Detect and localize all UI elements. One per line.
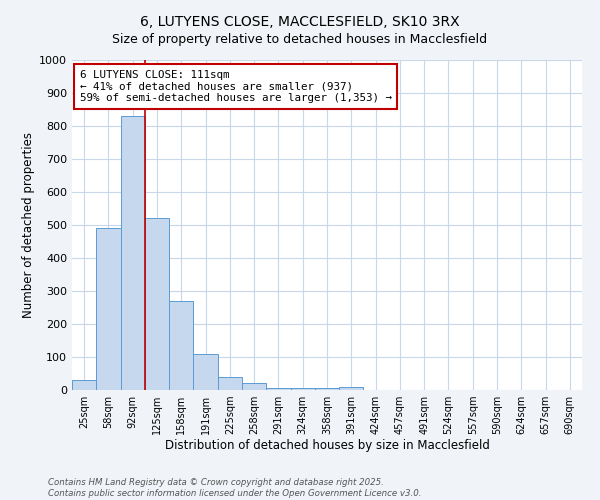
Text: 6 LUTYENS CLOSE: 111sqm
← 41% of detached houses are smaller (937)
59% of semi-d: 6 LUTYENS CLOSE: 111sqm ← 41% of detache… <box>80 70 392 103</box>
X-axis label: Distribution of detached houses by size in Macclesfield: Distribution of detached houses by size … <box>164 438 490 452</box>
Bar <box>193 354 218 390</box>
Bar <box>242 384 266 390</box>
Bar <box>290 388 315 390</box>
Bar <box>96 228 121 390</box>
Bar <box>121 116 145 390</box>
Bar <box>266 388 290 390</box>
Text: 6, LUTYENS CLOSE, MACCLESFIELD, SK10 3RX: 6, LUTYENS CLOSE, MACCLESFIELD, SK10 3RX <box>140 15 460 29</box>
Y-axis label: Number of detached properties: Number of detached properties <box>22 132 35 318</box>
Text: Size of property relative to detached houses in Macclesfield: Size of property relative to detached ho… <box>112 32 488 46</box>
Bar <box>315 388 339 390</box>
Text: Contains HM Land Registry data © Crown copyright and database right 2025.
Contai: Contains HM Land Registry data © Crown c… <box>48 478 421 498</box>
Bar <box>145 218 169 390</box>
Bar <box>72 380 96 390</box>
Bar <box>339 388 364 390</box>
Bar <box>218 378 242 390</box>
Bar <box>169 301 193 390</box>
